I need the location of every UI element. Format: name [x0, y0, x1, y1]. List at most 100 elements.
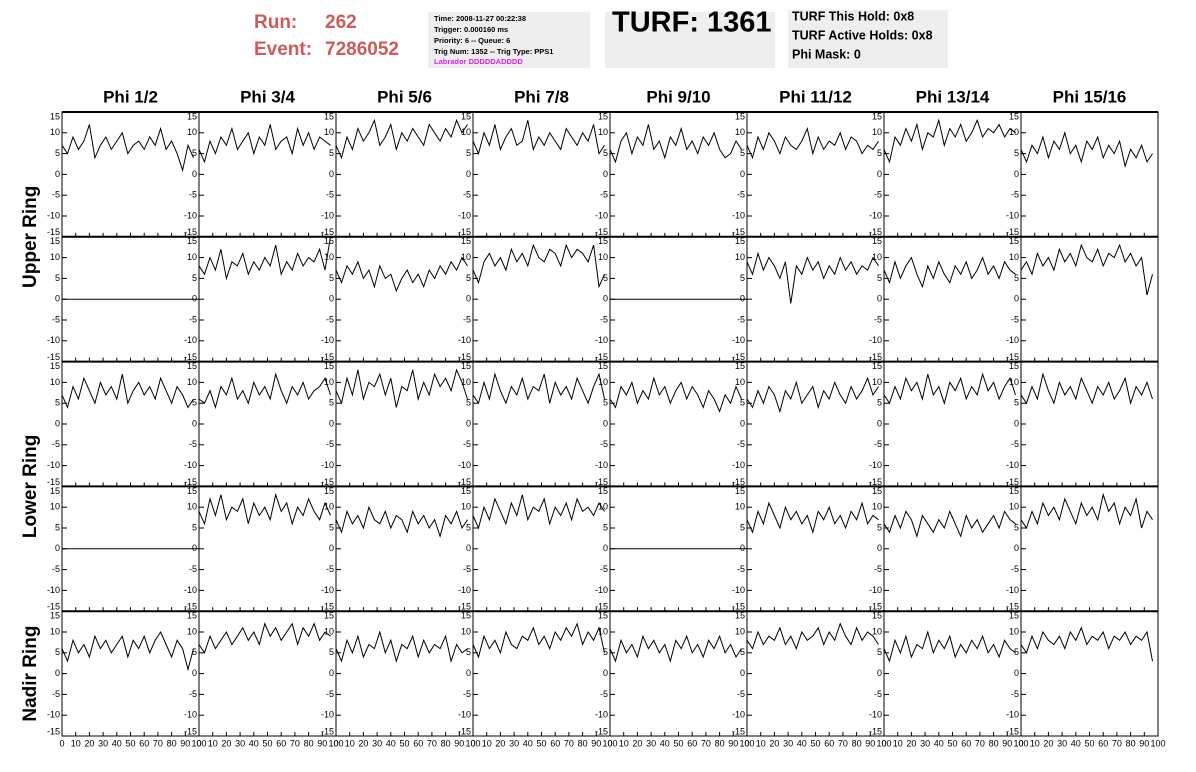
- x-tick-label: 90: [1139, 738, 1149, 748]
- y-tick-label: 15: [872, 361, 882, 371]
- x-tick-label: 50: [947, 738, 957, 748]
- y-tick-label: -10: [47, 210, 60, 220]
- y-tick-label: 0: [192, 294, 197, 304]
- y-tick-label: 0: [877, 418, 882, 428]
- y-tick-label: 5: [55, 273, 60, 283]
- y-tick-label: -5: [52, 689, 60, 699]
- y-tick-label: 15: [187, 236, 197, 246]
- x-tick-label: 90: [728, 738, 738, 748]
- panel-frame: [746, 111, 885, 238]
- y-tick-label: -10: [458, 710, 471, 720]
- y-tick-label: -5: [874, 564, 882, 574]
- x-tick-label: 80: [578, 738, 588, 748]
- x-tick-label: 60: [961, 738, 971, 748]
- y-tick-label: -5: [1011, 564, 1019, 574]
- x-tick-label: 60: [687, 738, 697, 748]
- y-tick-label: 10: [187, 626, 197, 636]
- y-tick-label: 5: [1014, 148, 1019, 158]
- x-tick-label: 0: [470, 738, 475, 748]
- y-tick-label: 0: [329, 418, 334, 428]
- y-tick-label: 15: [735, 361, 745, 371]
- panel-frame: [335, 111, 474, 238]
- x-tick-label: 0: [333, 738, 338, 748]
- y-tick-label: 5: [55, 398, 60, 408]
- y-tick-label: 10: [872, 127, 882, 137]
- column-title: Phi 7/8: [514, 87, 569, 106]
- status-line: TURF Active Holds: 0x8: [792, 28, 933, 42]
- y-tick-label: -15: [458, 726, 471, 736]
- y-tick-label: 10: [1009, 252, 1019, 262]
- y-tick-label: -10: [47, 585, 60, 595]
- y-tick-label: -10: [595, 710, 608, 720]
- panel-frame: [609, 111, 748, 238]
- panel-frame: [746, 361, 885, 487]
- y-tick-label: 5: [466, 273, 471, 283]
- panel-frame: [1020, 236, 1159, 363]
- y-tick-label: -10: [732, 335, 745, 345]
- y-tick-label: -5: [600, 439, 608, 449]
- y-tick-label: 10: [187, 127, 197, 137]
- waveform: [1020, 372, 1153, 406]
- y-tick-label: -15: [595, 726, 608, 736]
- y-tick-label: -5: [1011, 689, 1019, 699]
- waveform: [1020, 131, 1153, 168]
- y-tick-label: 10: [50, 377, 60, 387]
- y-tick-label: -10: [321, 335, 334, 345]
- x-tick-label: 50: [125, 738, 135, 748]
- y-tick-label: -15: [869, 477, 882, 487]
- y-tick-label: 5: [55, 148, 60, 158]
- y-tick-label: 5: [466, 398, 471, 408]
- y-tick-label: 0: [603, 169, 608, 179]
- y-tick-label: 0: [1014, 668, 1019, 678]
- panel-frame: [746, 610, 885, 737]
- y-tick-label: 10: [735, 626, 745, 636]
- info-line: Priority: 6 -- Queue: 6: [434, 36, 510, 45]
- x-tick-label: 100: [602, 738, 617, 748]
- y-tick-label: -15: [732, 726, 745, 736]
- y-tick-label: -5: [1011, 439, 1019, 449]
- waveform: [883, 372, 1016, 405]
- x-tick-label: 100: [465, 738, 480, 748]
- x-tick-label: 20: [221, 738, 231, 748]
- y-tick-label: -15: [47, 477, 60, 487]
- y-tick-label: -5: [737, 564, 745, 574]
- x-tick-label: 10: [482, 738, 492, 748]
- row-title: Nadir Ring: [20, 626, 41, 722]
- x-tick-label: 10: [756, 738, 766, 748]
- y-tick-label: 5: [329, 148, 334, 158]
- y-tick-label: -5: [326, 314, 334, 324]
- y-tick-label: -10: [184, 335, 197, 345]
- y-tick-label: -15: [595, 602, 608, 612]
- panel-frame: [746, 236, 885, 363]
- y-tick-label: -15: [595, 352, 608, 362]
- column-title: Phi 9/10: [646, 87, 710, 106]
- y-tick-label: 0: [466, 543, 471, 553]
- y-tick-label: -15: [47, 602, 60, 612]
- y-tick-label: 15: [1009, 111, 1019, 121]
- y-tick-label: -5: [737, 190, 745, 200]
- x-tick-label: 20: [906, 738, 916, 748]
- y-tick-label: 5: [740, 273, 745, 283]
- y-tick-label: 5: [329, 647, 334, 657]
- x-tick-label: 80: [441, 738, 451, 748]
- x-tick-label: 60: [276, 738, 286, 748]
- waveform: [335, 256, 468, 293]
- y-tick-label: 15: [187, 486, 197, 496]
- y-tick-label: -5: [189, 689, 197, 699]
- y-tick-label: -5: [600, 314, 608, 324]
- y-tick-label: -5: [52, 439, 60, 449]
- y-tick-label: -15: [184, 352, 197, 362]
- y-tick-label: -10: [595, 585, 608, 595]
- y-tick-label: 5: [1014, 647, 1019, 657]
- y-tick-label: 15: [324, 236, 334, 246]
- x-tick-label: 0: [744, 738, 749, 748]
- y-tick-label: -15: [47, 352, 60, 362]
- column-title: Phi 1/2: [103, 87, 158, 106]
- panel-frame: [746, 485, 885, 612]
- waveform: [198, 622, 331, 654]
- x-tick-label: 80: [715, 738, 725, 748]
- y-tick-label: 15: [735, 611, 745, 621]
- y-tick-label: 5: [329, 398, 334, 408]
- y-tick-label: -5: [600, 564, 608, 574]
- y-tick-label: 15: [187, 611, 197, 621]
